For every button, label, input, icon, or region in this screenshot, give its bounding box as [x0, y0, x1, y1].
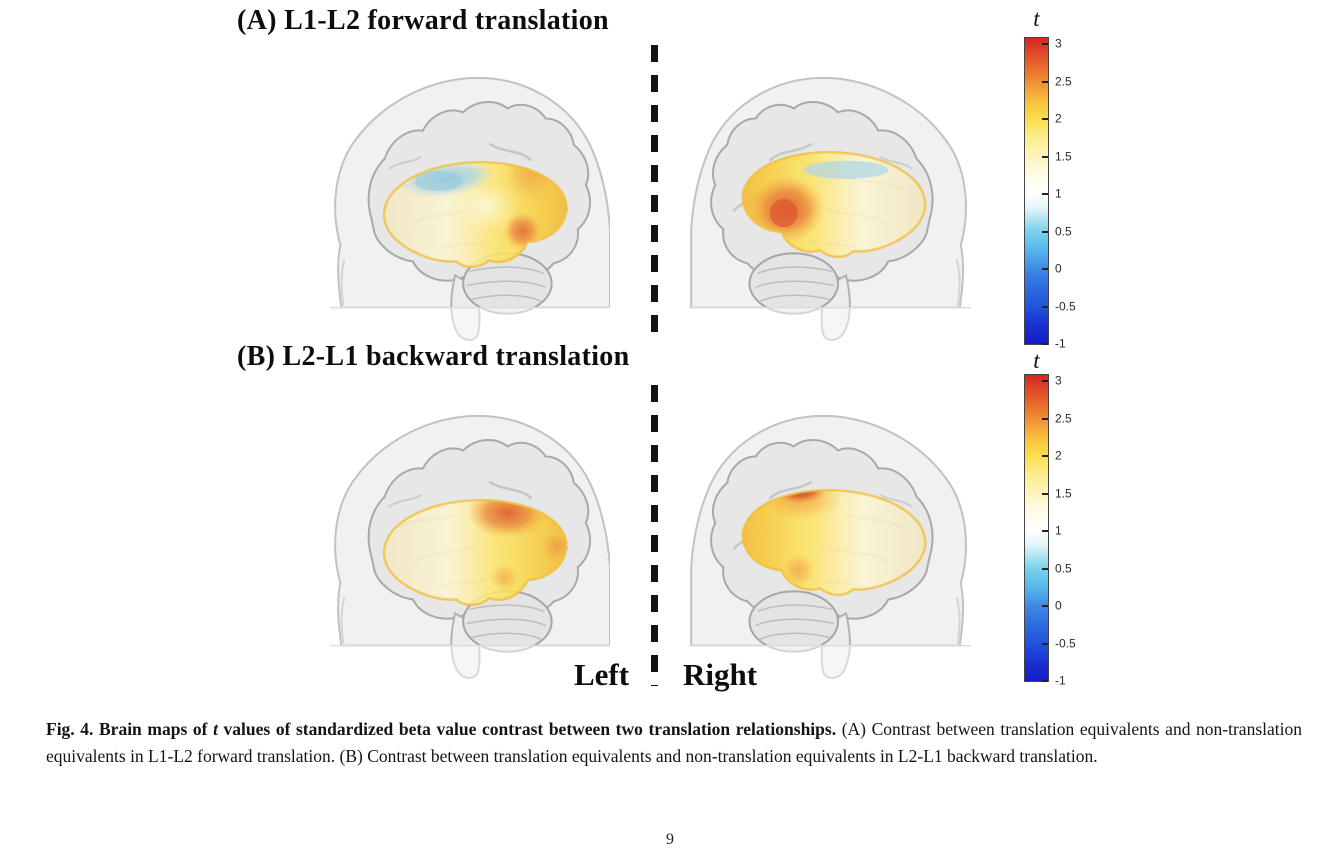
hemisphere-label-left: Left [574, 657, 630, 692]
page-number: 9 [666, 831, 674, 848]
tick-mark [1042, 343, 1048, 345]
brain-map-b-left-hemisphere [316, 414, 610, 688]
tick-mark [1042, 43, 1048, 45]
tick-mark [1042, 118, 1048, 120]
tick-mark [1042, 193, 1048, 195]
midline-divider-a [651, 45, 658, 341]
colorbar-a-gradient [1024, 37, 1049, 345]
brain-map-a-right-hemisphere [687, 76, 985, 350]
tick-mark [1042, 680, 1048, 682]
tick-mark [1042, 567, 1048, 570]
colorbar-a-label: t [1033, 6, 1040, 31]
tick-mark [1042, 492, 1048, 495]
tick-mark [1042, 155, 1048, 158]
tick-mark [1042, 380, 1048, 382]
tick-mark [1042, 642, 1048, 645]
brain-map-a-left-hemisphere [316, 76, 610, 350]
panel-a-title: (A) L1-L2 forward translation [237, 5, 609, 36]
panel-b-title: (B) L2-L1 backward translation [237, 341, 630, 372]
caption-bold-rest: values of standardized beta value contra… [217, 719, 842, 739]
colorbar-b-label: t [1033, 348, 1040, 373]
caption-regular-text: (A) Contrast between translation equival… [46, 719, 1302, 766]
brain-map-b-right-hemisphere [687, 414, 985, 688]
tick-mark [1042, 80, 1048, 83]
midline-divider-b [651, 385, 658, 686]
caption-bold-prefix: Fig. 4. Brain maps of [46, 719, 214, 739]
tick-mark [1042, 268, 1048, 270]
tick-mark [1042, 417, 1048, 420]
tick-mark [1042, 230, 1048, 233]
hemisphere-label-right: Right [683, 657, 758, 692]
tick-mark [1042, 605, 1048, 607]
tick-mark [1042, 455, 1048, 457]
tick-mark [1042, 305, 1048, 308]
colorbar-b-gradient [1024, 374, 1049, 682]
colorbar-panel-b: t 3 2.5 2 1.5 1 0.5 0 -0.5 -1 [1024, 348, 1144, 700]
colorbar-panel-a: t 3 2.5 2 1.5 1 0.5 0 -0.5 -1 [1024, 6, 1144, 358]
figure-caption: Fig. 4. Brain maps of t values of standa… [46, 716, 1302, 769]
caption-italic-t: t [213, 719, 218, 739]
tick-mark [1042, 530, 1048, 532]
